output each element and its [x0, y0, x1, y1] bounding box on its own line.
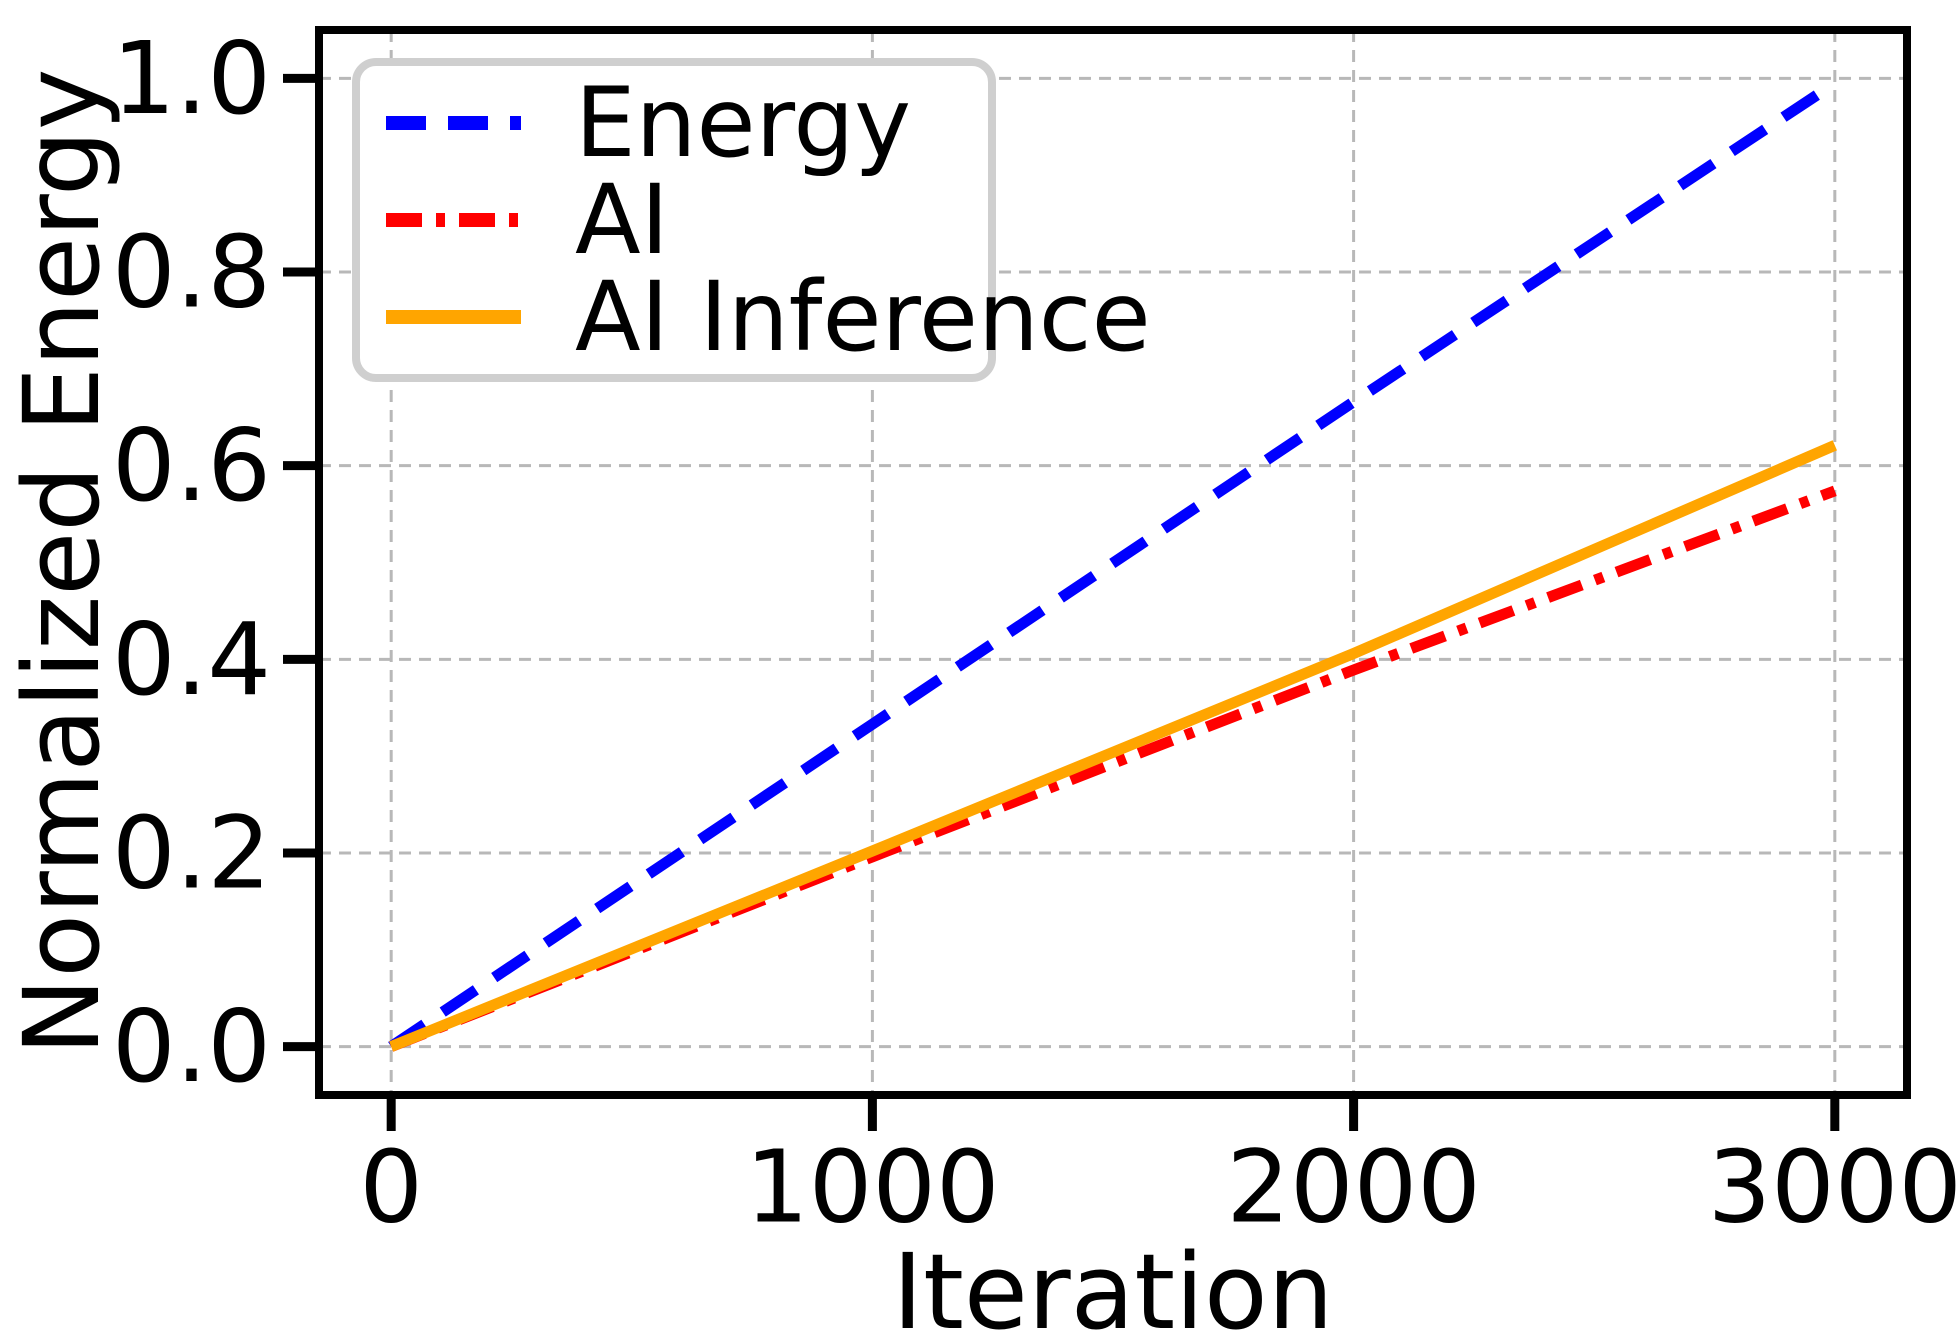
- y-tick-label: 0.4: [112, 601, 271, 718]
- legend-label: Energy: [575, 66, 912, 179]
- x-tick-label: 1000: [745, 1129, 1000, 1246]
- x-tick-label: 2000: [1226, 1129, 1481, 1246]
- legend-swatch-solid-line: [386, 310, 521, 325]
- y-tick-label: 0.2: [112, 794, 271, 911]
- legend-swatch-dashdot-line: [386, 212, 521, 227]
- y-tick-label: 0.0: [112, 988, 271, 1105]
- x-tick-label: 3000: [1708, 1129, 1959, 1246]
- y-tick-label: 1.0: [112, 20, 271, 137]
- series-line-ai-inference: [389, 440, 1838, 1052]
- x-axis-label: Iteration: [892, 1231, 1333, 1340]
- plot-border: [315, 26, 1911, 1099]
- legend-label: AI: [575, 163, 669, 276]
- legend-item-ai: AI: [386, 171, 988, 268]
- legend-swatch-dashed-line: [386, 115, 521, 130]
- y-tick-label: 0.6: [112, 407, 271, 524]
- tick-labels: 0 1000 2000 3000 0.0 0.2 0.4 0.6 0.8 1.0: [112, 20, 1959, 1246]
- y-axis-label: Normalized Energy: [1, 69, 123, 1056]
- legend-label: AI Inference: [575, 261, 1151, 374]
- legend-item-ai-inference: AI Inference: [386, 269, 1151, 366]
- legend-item-energy: Energy: [386, 74, 988, 171]
- series-lines: [388, 78, 1838, 1052]
- x-tick-label: 0: [359, 1129, 423, 1246]
- axis-ticks: [283, 73, 1840, 1131]
- legend: Energy AI AI Inference: [352, 58, 1151, 382]
- y-tick-label: 0.8: [112, 214, 271, 331]
- series-line-energy: [388, 78, 1838, 1052]
